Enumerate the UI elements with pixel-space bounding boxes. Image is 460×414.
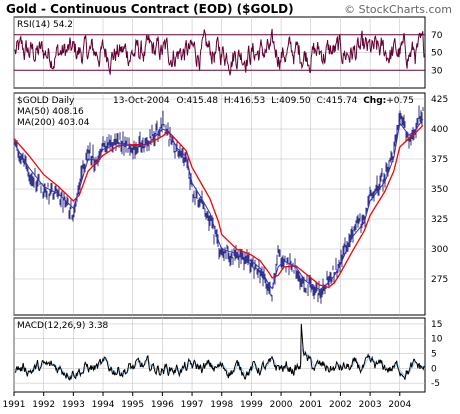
price-low-label: L: <box>271 96 279 106</box>
macd-ytick-label: 15 <box>431 320 442 330</box>
chart-title: Gold - Continuous Contract (EOD) ($GOLD) <box>6 2 294 16</box>
rsi-ytick-label: 70 <box>431 31 443 41</box>
rsi-ytick-label: 50 <box>431 49 443 59</box>
price-change: +0.75 <box>386 96 414 106</box>
macd-ytick-label: 10 <box>431 335 443 345</box>
macd-ytick-label: 5 <box>431 350 437 360</box>
rsi-line <box>14 28 425 77</box>
price-close: 415.74 <box>326 96 358 106</box>
rsi-ytick-label: 30 <box>431 66 443 76</box>
rsi-yticks: 30 50 70 <box>431 31 443 77</box>
price-yticks: 275 300 325 350 375 400 425 <box>431 95 448 285</box>
macd-grid <box>13 318 425 392</box>
price-high: 416.53 <box>234 96 266 106</box>
price-open-label: O: <box>177 96 187 106</box>
ma200-legend-name: MA(200) <box>17 118 55 128</box>
rsi-panel: RSI(14) 54.2 30 50 70 <box>13 16 443 89</box>
x-tick-label: 2001 <box>299 400 322 410</box>
price-ytick-label: 425 <box>431 95 448 105</box>
price-low: 409.50 <box>279 96 311 106</box>
price-frame <box>13 92 426 316</box>
price-change-label: Chg: <box>363 96 386 106</box>
price-high-label: H: <box>224 96 234 106</box>
price-date: 13-Oct-2004 <box>113 96 170 106</box>
x-tick-label: 2000 <box>270 400 293 410</box>
rsi-label-value: 54.2 <box>53 20 73 30</box>
ma50-line <box>13 118 424 291</box>
x-tick-label: 2004 <box>388 400 411 410</box>
x-tick-label: 1996 <box>151 400 174 410</box>
x-tick-label: 2002 <box>329 400 352 410</box>
macd-label: MACD(12,26,9) 3.38 <box>17 321 109 331</box>
x-tick-label: 1995 <box>121 400 144 410</box>
price-ohlc-readout: 13-Oct-2004 O:415.48 H:416.53 L:409.50 C… <box>113 96 414 106</box>
x-tick-label: 1998 <box>210 400 233 410</box>
macd-yticks: -5 0 5 10 15 <box>431 320 443 389</box>
price-ytick-label: 300 <box>431 245 448 255</box>
x-tick-label: 1999 <box>240 400 263 410</box>
ma200-line <box>13 124 424 289</box>
price-symbol-label: $GOLD Daily <box>17 96 75 106</box>
price-ytick-label: 325 <box>431 215 448 225</box>
ma50-legend-name: MA(50) <box>17 107 49 117</box>
x-tick-label: 1992 <box>32 400 55 410</box>
x-tick-label: 1994 <box>92 400 115 410</box>
macd-panel: MACD(12,26,9) 3.38 -5 0 5 10 15 <box>13 317 443 393</box>
macd-label-name: MACD(12,26,9) <box>17 321 85 331</box>
price-ytick-label: 400 <box>431 125 448 135</box>
ma50-legend: MA(50) 408.16 <box>17 107 84 117</box>
price-open: 415.48 <box>187 96 219 106</box>
ma200-legend: MA(200) 403.04 <box>17 118 90 128</box>
ma50-legend-value: 408.16 <box>52 107 84 117</box>
rsi-label: RSI(14) 54.2 <box>17 20 73 30</box>
x-tick-label: 1997 <box>181 400 204 410</box>
price-close-label: C: <box>317 96 326 106</box>
rsi-bands <box>14 34 425 71</box>
x-tick-label: 2003 <box>359 400 382 410</box>
x-tick-label: 1993 <box>62 400 85 410</box>
price-panel: $GOLD Daily 13-Oct-2004 O:415.48 H:416.5… <box>13 92 448 316</box>
x-axis: 1991 1992 1993 1994 1995 1996 1997 1998 1999 2000… <box>3 392 412 410</box>
price-ytick-label: 375 <box>431 155 448 165</box>
watermark: © StockCharts.com <box>344 3 452 16</box>
price-ytick-label: 275 <box>431 275 448 285</box>
ma200-legend-value: 403.04 <box>58 118 90 128</box>
macd-line <box>14 323 425 381</box>
rsi-label-name: RSI(14) <box>17 20 50 30</box>
macd-ytick-label: 0 <box>431 364 437 374</box>
price-ytick-label: 350 <box>431 185 448 195</box>
macd-frame <box>13 317 426 393</box>
x-tick-label: 1991 <box>3 400 26 410</box>
macd-label-value: 3.38 <box>88 321 108 331</box>
macd-ytick-label: -5 <box>431 379 440 389</box>
price-grid <box>13 93 425 315</box>
